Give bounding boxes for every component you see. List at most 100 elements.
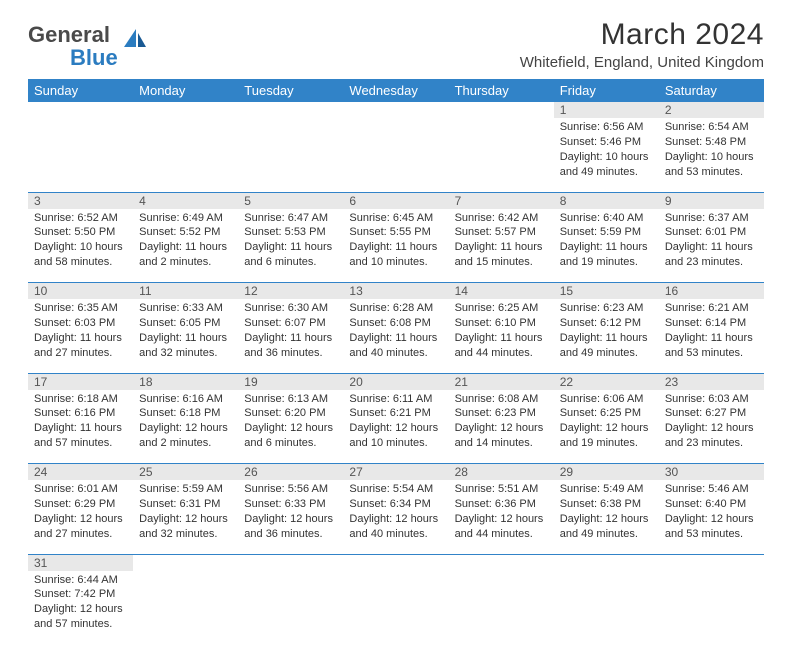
month-title: March 2024 [520, 18, 764, 52]
day-body-cell: Sunrise: 6:56 AMSunset: 5:46 PMDaylight:… [554, 118, 659, 192]
day-body-cell: Sunrise: 6:06 AMSunset: 6:25 PMDaylight:… [554, 390, 659, 464]
daylight-text: Daylight: 10 hours and 58 minutes. [34, 240, 127, 270]
sunrise-text: Sunrise: 6:44 AM [34, 573, 127, 588]
day-number-cell: 11 [133, 283, 238, 300]
sunrise-text: Sunrise: 6:45 AM [349, 211, 442, 226]
day-body-row: Sunrise: 6:35 AMSunset: 6:03 PMDaylight:… [28, 299, 764, 373]
day-details: Sunrise: 6:33 AMSunset: 6:05 PMDaylight:… [133, 299, 238, 364]
sunrise-text: Sunrise: 6:28 AM [349, 301, 442, 316]
sunset-text: Sunset: 6:21 PM [349, 406, 442, 421]
sunrise-text: Sunrise: 6:49 AM [139, 211, 232, 226]
calendar-table: Sunday Monday Tuesday Wednesday Thursday… [28, 79, 764, 645]
daylight-text: Daylight: 11 hours and 32 minutes. [139, 331, 232, 361]
sunrise-text: Sunrise: 6:56 AM [560, 120, 653, 135]
daylight-text: Daylight: 11 hours and 10 minutes. [349, 240, 442, 270]
daylight-text: Daylight: 11 hours and 40 minutes. [349, 331, 442, 361]
daylight-text: Daylight: 11 hours and 19 minutes. [560, 240, 653, 270]
sunrise-text: Sunrise: 6:16 AM [139, 392, 232, 407]
day-number-cell: 21 [449, 373, 554, 390]
day-number-row: 3456789 [28, 192, 764, 209]
day-body-cell: Sunrise: 6:01 AMSunset: 6:29 PMDaylight:… [28, 480, 133, 554]
sunset-text: Sunset: 6:12 PM [560, 316, 653, 331]
day-number-cell: 14 [449, 283, 554, 300]
sunrise-text: Sunrise: 5:56 AM [244, 482, 337, 497]
day-details: Sunrise: 6:45 AMSunset: 5:55 PMDaylight:… [343, 209, 448, 274]
sunrise-text: Sunrise: 5:46 AM [665, 482, 758, 497]
sunrise-text: Sunrise: 6:08 AM [455, 392, 548, 407]
day-body-cell: Sunrise: 5:59 AMSunset: 6:31 PMDaylight:… [133, 480, 238, 554]
day-number-cell: 22 [554, 373, 659, 390]
day-number-cell [343, 554, 448, 571]
sunrise-text: Sunrise: 6:18 AM [34, 392, 127, 407]
day-body-cell: Sunrise: 6:28 AMSunset: 6:08 PMDaylight:… [343, 299, 448, 373]
day-number-cell [449, 102, 554, 118]
day-body-cell [343, 118, 448, 192]
sunrise-text: Sunrise: 5:54 AM [349, 482, 442, 497]
day-number-cell [28, 102, 133, 118]
day-number-cell: 30 [659, 464, 764, 481]
daylight-text: Daylight: 12 hours and 27 minutes. [34, 512, 127, 542]
sunset-text: Sunset: 6:01 PM [665, 225, 758, 240]
sunrise-text: Sunrise: 6:54 AM [665, 120, 758, 135]
sunset-text: Sunset: 6:25 PM [560, 406, 653, 421]
day-details: Sunrise: 6:11 AMSunset: 6:21 PMDaylight:… [343, 390, 448, 455]
day-body-cell [343, 571, 448, 645]
day-number-cell [133, 102, 238, 118]
day-body-cell: Sunrise: 6:25 AMSunset: 6:10 PMDaylight:… [449, 299, 554, 373]
daylight-text: Daylight: 12 hours and 10 minutes. [349, 421, 442, 451]
sunrise-text: Sunrise: 5:51 AM [455, 482, 548, 497]
day-number-cell: 8 [554, 192, 659, 209]
day-number-cell [238, 554, 343, 571]
sunset-text: Sunset: 7:42 PM [34, 587, 127, 602]
daylight-text: Daylight: 12 hours and 19 minutes. [560, 421, 653, 451]
day-body-cell [659, 571, 764, 645]
sunset-text: Sunset: 5:59 PM [560, 225, 653, 240]
day-body-cell: Sunrise: 6:37 AMSunset: 6:01 PMDaylight:… [659, 209, 764, 283]
sunrise-text: Sunrise: 6:30 AM [244, 301, 337, 316]
day-body-cell [554, 571, 659, 645]
day-body-cell: Sunrise: 6:08 AMSunset: 6:23 PMDaylight:… [449, 390, 554, 464]
day-number-cell: 17 [28, 373, 133, 390]
weekday-header: Friday [554, 79, 659, 102]
sunrise-text: Sunrise: 6:52 AM [34, 211, 127, 226]
daylight-text: Daylight: 12 hours and 44 minutes. [455, 512, 548, 542]
day-body-row: Sunrise: 6:52 AMSunset: 5:50 PMDaylight:… [28, 209, 764, 283]
daylight-text: Daylight: 11 hours and 2 minutes. [139, 240, 232, 270]
day-body-cell: Sunrise: 6:49 AMSunset: 5:52 PMDaylight:… [133, 209, 238, 283]
brand-name-1: General [28, 22, 110, 47]
day-details: Sunrise: 6:28 AMSunset: 6:08 PMDaylight:… [343, 299, 448, 364]
sunset-text: Sunset: 6:34 PM [349, 497, 442, 512]
daylight-text: Daylight: 12 hours and 6 minutes. [244, 421, 337, 451]
day-number-cell: 27 [343, 464, 448, 481]
weekday-header: Sunday [28, 79, 133, 102]
sunrise-text: Sunrise: 6:03 AM [665, 392, 758, 407]
day-details: Sunrise: 6:21 AMSunset: 6:14 PMDaylight:… [659, 299, 764, 364]
day-body-cell: Sunrise: 6:33 AMSunset: 6:05 PMDaylight:… [133, 299, 238, 373]
day-number-cell: 5 [238, 192, 343, 209]
sunset-text: Sunset: 5:53 PM [244, 225, 337, 240]
daylight-text: Daylight: 11 hours and 36 minutes. [244, 331, 337, 361]
brand-logo: General Blue [28, 24, 148, 70]
day-body-row: Sunrise: 6:18 AMSunset: 6:16 PMDaylight:… [28, 390, 764, 464]
day-details: Sunrise: 6:42 AMSunset: 5:57 PMDaylight:… [449, 209, 554, 274]
day-body-cell: Sunrise: 5:54 AMSunset: 6:34 PMDaylight:… [343, 480, 448, 554]
day-number-cell: 12 [238, 283, 343, 300]
day-number-cell: 1 [554, 102, 659, 118]
day-details: Sunrise: 6:03 AMSunset: 6:27 PMDaylight:… [659, 390, 764, 455]
weekday-header: Saturday [659, 79, 764, 102]
day-details: Sunrise: 6:08 AMSunset: 6:23 PMDaylight:… [449, 390, 554, 455]
day-body-cell: Sunrise: 6:44 AMSunset: 7:42 PMDaylight:… [28, 571, 133, 645]
sunrise-text: Sunrise: 6:21 AM [665, 301, 758, 316]
day-body-cell: Sunrise: 5:56 AMSunset: 6:33 PMDaylight:… [238, 480, 343, 554]
day-body-cell: Sunrise: 6:35 AMSunset: 6:03 PMDaylight:… [28, 299, 133, 373]
day-details: Sunrise: 6:49 AMSunset: 5:52 PMDaylight:… [133, 209, 238, 274]
day-body-cell: Sunrise: 6:13 AMSunset: 6:20 PMDaylight:… [238, 390, 343, 464]
day-details: Sunrise: 6:35 AMSunset: 6:03 PMDaylight:… [28, 299, 133, 364]
sunset-text: Sunset: 6:18 PM [139, 406, 232, 421]
day-body-cell: Sunrise: 6:40 AMSunset: 5:59 PMDaylight:… [554, 209, 659, 283]
day-number-cell: 6 [343, 192, 448, 209]
sail-icon [122, 27, 148, 54]
day-number-cell: 29 [554, 464, 659, 481]
day-body-cell: Sunrise: 5:51 AMSunset: 6:36 PMDaylight:… [449, 480, 554, 554]
day-details: Sunrise: 5:59 AMSunset: 6:31 PMDaylight:… [133, 480, 238, 545]
